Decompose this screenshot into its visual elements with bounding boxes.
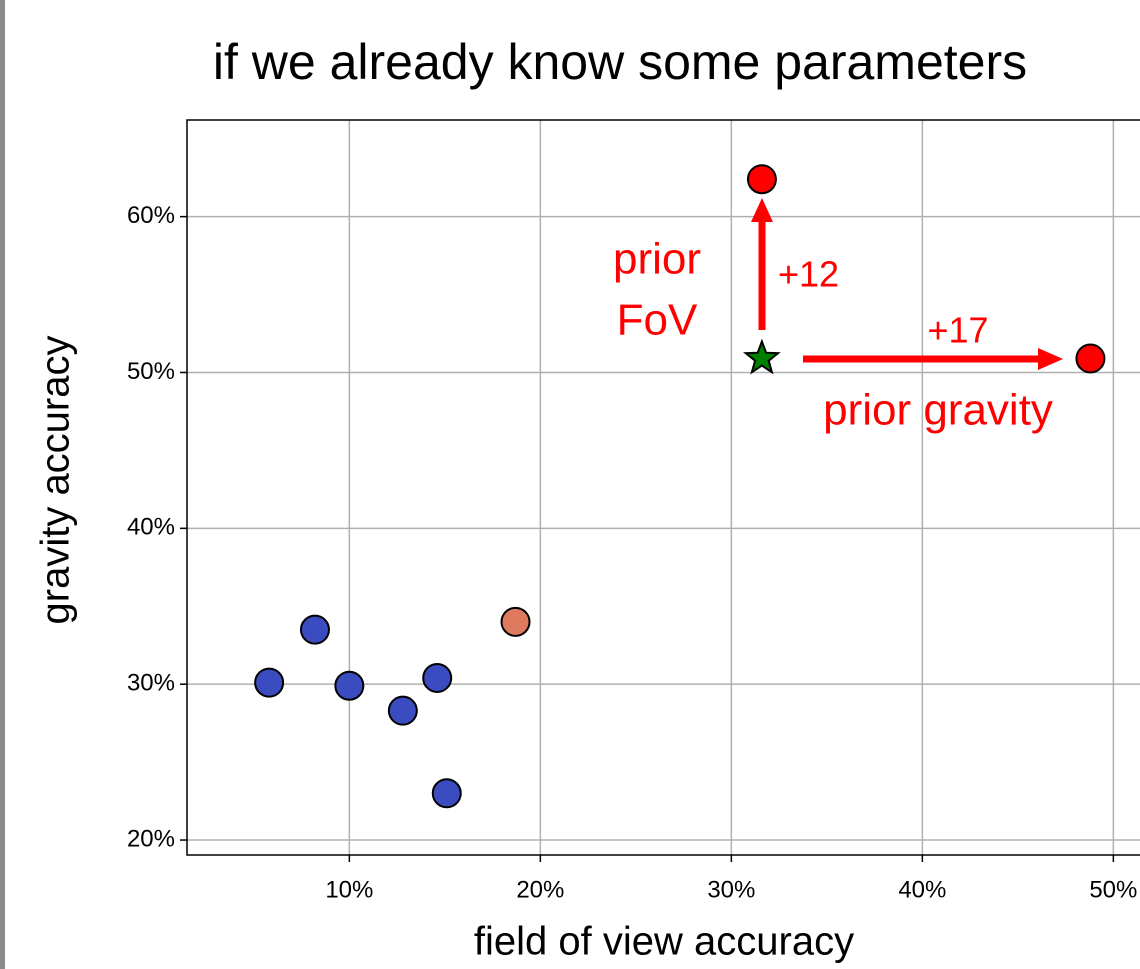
point [387,695,418,726]
arrowhead-gravity [1038,348,1063,370]
point [746,164,777,195]
left-border [0,0,5,969]
point [254,667,285,698]
point [742,338,781,375]
arrowhead-fov [751,198,773,222]
point [431,778,462,809]
y-tick-label: 50% [127,358,175,385]
plot-frame [186,119,1140,856]
y-tick-label: 30% [127,670,175,697]
x-tick-label: 10% [325,876,373,903]
annotation: prior gravity [823,386,1053,435]
y-axis-label: gravity accuracy [34,336,78,625]
x-tick-label: 40% [898,876,946,903]
point [299,614,330,645]
y-tick-label: 60% [127,202,175,229]
x-axis-label: field of view accuracy [474,920,854,964]
point [334,670,365,701]
annotation: +17 [927,310,988,351]
annotation: prior [613,235,701,284]
point [500,606,531,637]
points [254,164,1106,809]
annotations: prior FoV +12 +17 prior gravity [613,198,1063,435]
y-tick-label: 20% [127,825,175,852]
chart-title: if we already know some parameters [213,34,1027,90]
x-tick-label: 50% [1089,876,1137,903]
point [422,662,453,693]
grid: 10% 20% 30% 40% 50% 20% 30% 40% 50% 60% [127,120,1140,903]
x-tick-label: 20% [516,876,564,903]
y-tick-label: 40% [127,514,175,541]
x-tick-label: 30% [707,876,755,903]
annotation: FoV [617,296,698,345]
annotation: +12 [778,254,839,295]
point [1075,343,1106,374]
